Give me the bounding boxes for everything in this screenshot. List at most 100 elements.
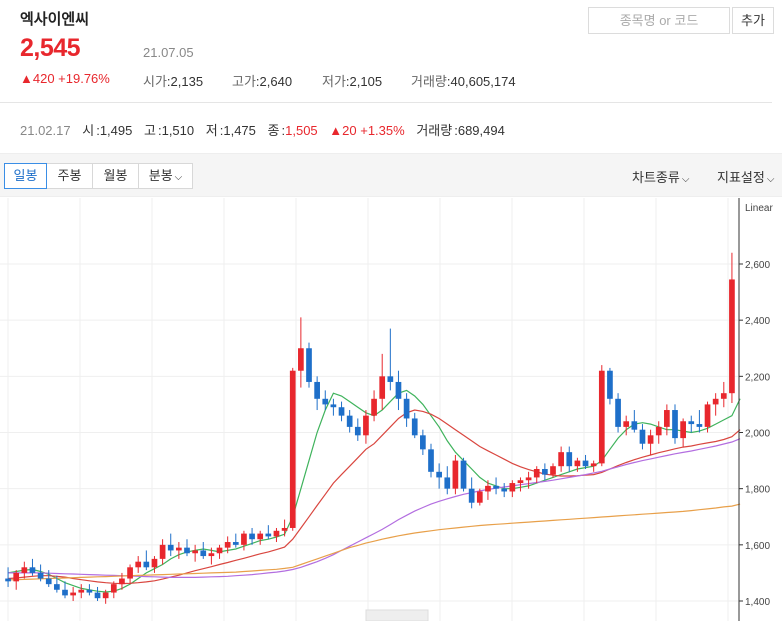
candle[interactable] — [517, 477, 524, 492]
candle[interactable] — [21, 561, 28, 579]
candle[interactable] — [86, 584, 93, 596]
candle[interactable] — [289, 367, 296, 531]
candle[interactable] — [566, 446, 573, 472]
candle[interactable] — [460, 457, 467, 492]
candlestick-chart[interactable]: Linear 2,600 2,400 2,200 2,000 1,800 1,600 1,4… — [0, 198, 782, 621]
candle[interactable] — [322, 390, 329, 411]
candle[interactable] — [558, 446, 564, 472]
candle[interactable] — [542, 463, 548, 481]
candle[interactable] — [151, 556, 158, 573]
candle[interactable] — [712, 393, 719, 416]
candle[interactable] — [664, 404, 670, 436]
candle[interactable] — [493, 477, 499, 495]
candle[interactable] — [354, 418, 361, 441]
candle[interactable] — [5, 567, 11, 587]
candle[interactable] — [176, 542, 182, 559]
search-input[interactable]: 종목명 or 코드 — [588, 7, 730, 34]
candle[interactable] — [533, 466, 540, 484]
candle[interactable] — [167, 533, 174, 557]
candle[interactable] — [135, 556, 142, 573]
candle[interactable] — [363, 410, 369, 444]
tab-minute[interactable]: 분봉 ⌵ — [138, 163, 193, 189]
candle[interactable] — [78, 584, 85, 599]
candle[interactable] — [371, 390, 377, 422]
candle[interactable] — [273, 527, 280, 543]
candle[interactable] — [680, 418, 686, 447]
candle[interactable] — [330, 398, 337, 416]
candle[interactable] — [598, 365, 605, 467]
candle[interactable] — [257, 530, 264, 545]
candle[interactable] — [647, 429, 654, 455]
candle[interactable] — [387, 328, 394, 391]
candle[interactable] — [314, 376, 320, 411]
candle[interactable] — [200, 542, 207, 559]
candle[interactable] — [338, 401, 345, 422]
candle[interactable] — [444, 466, 451, 495]
candle[interactable] — [704, 401, 711, 433]
candle[interactable] — [476, 488, 483, 506]
candle[interactable] — [623, 415, 630, 436]
candle[interactable] — [13, 570, 20, 590]
candle[interactable] — [159, 539, 166, 565]
candle[interactable] — [241, 530, 247, 551]
candle[interactable] — [509, 480, 516, 498]
candle[interactable] — [655, 421, 662, 444]
candle[interactable] — [224, 536, 231, 554]
candle[interactable] — [631, 410, 638, 433]
candle[interactable] — [468, 477, 475, 509]
candle[interactable] — [720, 381, 727, 408]
candle[interactable] — [192, 544, 198, 562]
candle[interactable] — [501, 483, 508, 498]
add-button[interactable]: 추가 — [732, 7, 774, 34]
candle[interactable] — [184, 539, 190, 557]
candle[interactable] — [639, 424, 646, 450]
tab-daily[interactable]: 일봉 — [4, 163, 47, 189]
candle[interactable] — [672, 404, 678, 444]
candle[interactable] — [102, 589, 109, 604]
candle[interactable] — [428, 443, 434, 478]
candle[interactable] — [550, 463, 556, 478]
candle[interactable] — [607, 367, 613, 405]
candle[interactable] — [143, 550, 150, 571]
candle[interactable] — [232, 533, 239, 548]
candle[interactable] — [306, 342, 312, 388]
candle[interactable] — [729, 252, 735, 404]
candle[interactable] — [615, 393, 621, 433]
candle[interactable] — [411, 412, 418, 439]
candle[interactable] — [452, 454, 459, 495]
candle[interactable] — [379, 353, 386, 411]
candle[interactable] — [485, 480, 491, 500]
candle[interactable] — [110, 581, 117, 599]
candle[interactable] — [688, 415, 695, 433]
candle[interactable] — [119, 572, 125, 590]
tab-weekly[interactable]: 주봉 — [46, 163, 93, 189]
candle[interactable] — [54, 575, 60, 593]
candle[interactable] — [62, 581, 68, 599]
candle[interactable] — [574, 457, 581, 472]
chart-type-dropdown[interactable]: 차트종류 ⌵ — [632, 167, 689, 186]
candle[interactable] — [346, 410, 353, 433]
candle[interactable] — [94, 586, 101, 601]
candle[interactable] — [298, 317, 304, 388]
candle[interactable] — [208, 547, 215, 565]
candle[interactable] — [249, 527, 255, 545]
indicator-settings-dropdown[interactable]: 지표설정 ⌵ — [717, 167, 774, 186]
candle[interactable] — [696, 410, 703, 433]
candle[interactable] — [127, 564, 133, 585]
candle[interactable] — [37, 564, 44, 582]
candle[interactable] — [265, 525, 272, 540]
candle[interactable] — [590, 460, 597, 472]
candle[interactable] — [45, 570, 52, 587]
tab-monthly[interactable]: 월봉 — [92, 163, 139, 189]
candle[interactable] — [436, 463, 442, 489]
candle[interactable] — [281, 519, 288, 537]
candle[interactable] — [403, 393, 410, 427]
candle[interactable] — [29, 558, 36, 576]
candle[interactable] — [216, 544, 223, 559]
candle[interactable] — [420, 429, 426, 455]
candle[interactable] — [395, 370, 402, 411]
candle[interactable] — [582, 454, 589, 470]
scroll-handle[interactable] — [365, 609, 429, 621]
candle[interactable] — [525, 471, 532, 489]
candle[interactable] — [70, 586, 76, 601]
